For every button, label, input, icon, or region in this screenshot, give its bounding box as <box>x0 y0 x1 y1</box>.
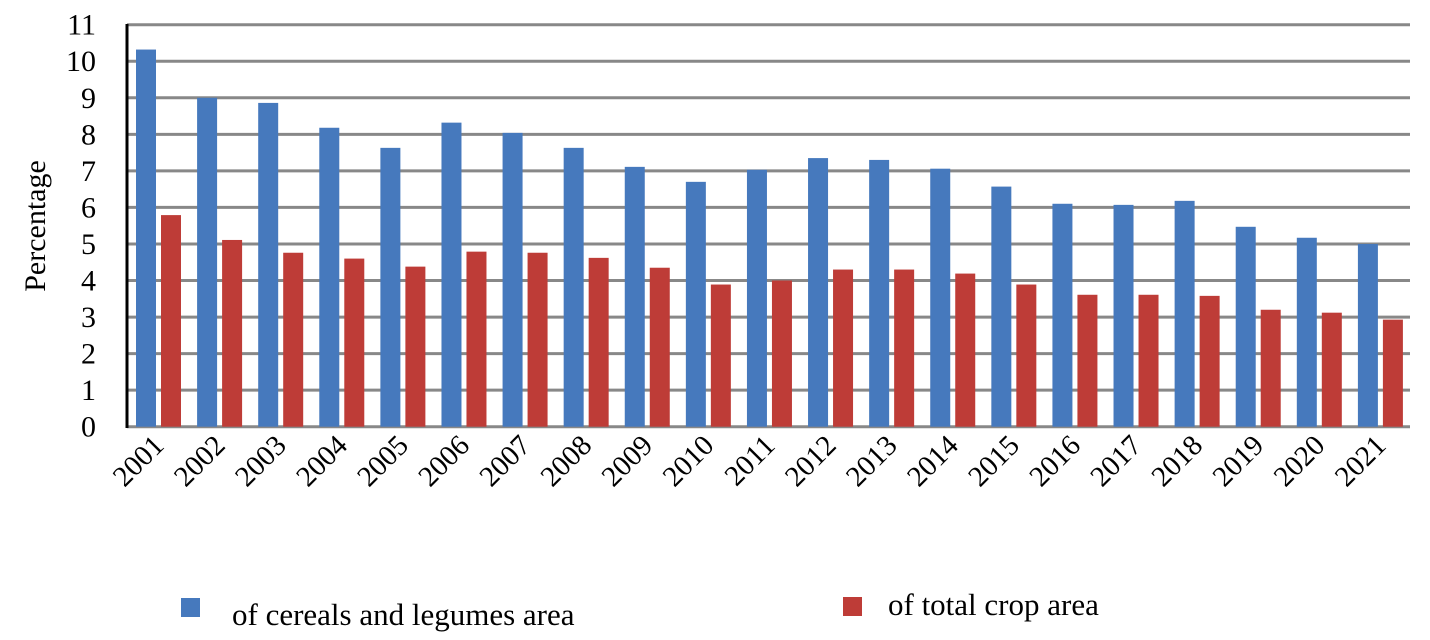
legend-label-total: of total crop area <box>888 587 1099 622</box>
y-tick-label: 9 <box>81 82 96 115</box>
x-tick-label: 2021 <box>1329 429 1393 493</box>
x-tick-label: 2012 <box>779 429 843 493</box>
x-tick-label: 2002 <box>168 429 232 493</box>
bar-cereals-2002 <box>197 97 218 427</box>
bar-cereals-2005 <box>380 147 401 427</box>
bar-cereals-2014 <box>930 168 951 427</box>
bar-total-2016 <box>1077 294 1098 427</box>
y-tick-label: 11 <box>67 9 96 42</box>
x-tick-label: 2018 <box>1145 429 1209 493</box>
bar-total-2007 <box>527 252 548 427</box>
x-tick-label: 2007 <box>473 429 537 493</box>
bar-total-2017 <box>1138 294 1159 427</box>
x-tick-label: 2019 <box>1207 429 1271 493</box>
bar-total-2004 <box>344 258 365 427</box>
x-tick-label: 2016 <box>1023 429 1087 493</box>
bar-cereals-2006 <box>441 122 462 427</box>
bar-total-2013 <box>894 269 915 427</box>
x-tick-label: 2014 <box>901 429 965 493</box>
bar-total-2012 <box>833 269 854 427</box>
y-tick-label: 8 <box>81 118 96 151</box>
x-tick-label: 2017 <box>1084 429 1148 493</box>
y-tick-label: 3 <box>81 301 96 334</box>
bar-total-2018 <box>1199 295 1220 427</box>
x-tick-label: 2015 <box>962 429 1026 493</box>
bar-total-2002 <box>222 239 243 427</box>
y-tick-label: 6 <box>81 191 96 224</box>
bar-cereals-2004 <box>319 127 340 427</box>
bar-cereals-2021 <box>1357 243 1378 427</box>
x-tick-label: 2006 <box>412 429 476 493</box>
y-tick-label: 2 <box>81 338 96 371</box>
bar-total-2009 <box>649 267 670 427</box>
legend: of cereals and legumes area of total cro… <box>181 587 1099 632</box>
bar-total-2010 <box>710 284 731 427</box>
bar-cereals-2001 <box>136 49 156 427</box>
bar-total-2021 <box>1382 319 1403 427</box>
bar-total-2015 <box>1016 284 1037 427</box>
bar-cereals-2010 <box>685 181 706 427</box>
x-tick-label: 2010 <box>657 429 721 493</box>
bar-total-2003 <box>283 252 304 427</box>
x-tick-label: 2004 <box>290 429 354 493</box>
y-tick-label: 7 <box>81 155 96 188</box>
bar-cereals-2011 <box>746 169 767 427</box>
legend-label-cereals: of cereals and legumes area <box>232 597 575 632</box>
x-tick-label: 2001 <box>107 429 171 493</box>
bar-cereals-2017 <box>1113 204 1134 427</box>
x-tick-label: 2020 <box>1268 429 1332 493</box>
legend-swatch-total <box>843 597 862 616</box>
bar-total-2006 <box>466 251 487 427</box>
x-tick-label: 2013 <box>840 429 904 493</box>
bar-cereals-2007 <box>502 132 523 427</box>
bar-cereals-2009 <box>624 166 645 427</box>
bar-cereals-2019 <box>1235 226 1256 427</box>
x-tick-label: 2009 <box>596 429 660 493</box>
x-tick-label: 2005 <box>351 429 415 493</box>
x-tick-label: 2011 <box>719 429 782 492</box>
bar-total-2020 <box>1321 312 1342 427</box>
bar-cereals-2018 <box>1174 200 1195 427</box>
y-tick-label: 1 <box>81 374 96 407</box>
bar-total-2014 <box>955 273 976 427</box>
x-tick-label: 2008 <box>535 429 599 493</box>
bar-total-2008 <box>588 257 609 427</box>
bar-cereals-2020 <box>1296 237 1317 427</box>
bar-total-2019 <box>1260 309 1281 427</box>
y-tick-label: 0 <box>81 411 96 444</box>
bar-total-2005 <box>405 266 426 427</box>
legend-swatch-cereals <box>181 598 200 617</box>
bar-cereals-2016 <box>1052 203 1073 427</box>
bar-cereals-2013 <box>869 159 890 427</box>
bar-total-2011 <box>771 280 792 427</box>
y-tick-label: 5 <box>81 228 96 261</box>
bar-cereals-2003 <box>258 102 279 427</box>
y-tick-label: 10 <box>66 45 96 78</box>
bar-cereals-2012 <box>808 158 829 427</box>
y-tick-label: 4 <box>81 265 96 298</box>
y-axis-label: Percentage <box>19 160 52 292</box>
bar-cereals-2008 <box>563 147 584 427</box>
bars <box>136 49 1403 427</box>
bar-cereals-2015 <box>991 186 1012 427</box>
x-tick-label: 2003 <box>229 429 293 493</box>
bar-total-2001 <box>161 215 181 427</box>
x-tick-labels: 2001200220032004200520062007200820092010… <box>107 429 1393 493</box>
gridlines <box>127 23 1410 429</box>
